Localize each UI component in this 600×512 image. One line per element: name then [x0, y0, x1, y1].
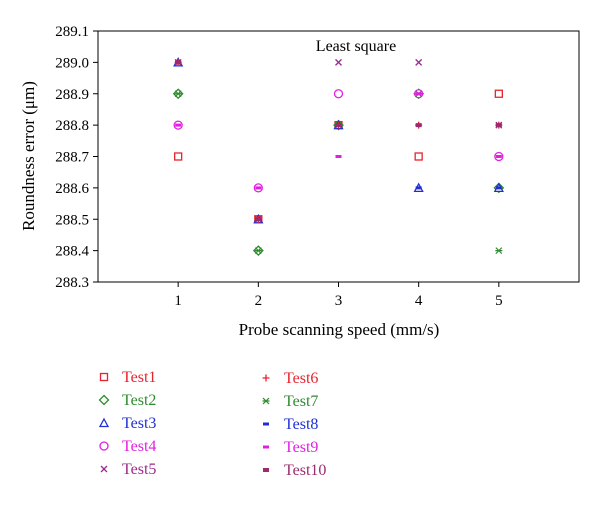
data-point: [335, 155, 342, 158]
data-point: [495, 123, 502, 128]
data-point: [415, 123, 422, 128]
legend-marker: [262, 397, 270, 405]
data-point: [255, 217, 262, 222]
series-test10: [175, 60, 502, 222]
data-point: [335, 58, 342, 66]
data-point: [333, 89, 344, 99]
legend-label: Test2: [122, 392, 156, 409]
y-tick-label: 288.3: [55, 275, 89, 291]
series-test7: [174, 90, 503, 255]
legend-item-test10: Test10: [263, 462, 326, 479]
y-tick-label: 288.6: [55, 181, 89, 197]
legend-item-test6: Test6: [262, 370, 318, 387]
legend: Test1 Test2 Test3 Test4 Test5 Test6 Test7 Test8…: [98, 369, 326, 479]
series-test9: [175, 92, 502, 190]
y-tick-label: 289.1: [55, 24, 89, 40]
y-tick-label: 288.5: [55, 212, 89, 228]
series-test6: [174, 58, 503, 223]
data-point: [495, 155, 502, 158]
y-axis-label: Roundness error (μm): [19, 81, 38, 231]
data-point: [335, 123, 342, 128]
data-point: [415, 58, 423, 66]
legend-label: Test5: [122, 461, 156, 478]
legend-marker: [99, 441, 109, 451]
legend-marker: [98, 417, 110, 428]
series-test3: [173, 56, 504, 224]
y-tick-label: 289.0: [55, 55, 89, 71]
legend-item-test7: Test7: [262, 393, 318, 410]
series-test2: [172, 88, 505, 257]
legend-item-test3: Test3: [98, 415, 156, 432]
data-point: [174, 90, 182, 98]
x-tick-label: 3: [335, 293, 343, 309]
data-point: [415, 186, 422, 190]
data-point: [255, 186, 262, 190]
y-tick-label: 288.9: [55, 87, 89, 103]
x-tick-label: 1: [174, 293, 182, 309]
legend-item-test4: Test4: [99, 438, 156, 455]
data-point: [174, 152, 183, 161]
legend-label: Test9: [284, 439, 318, 456]
y-tick-label: 288.4: [55, 244, 89, 260]
data-point: [414, 152, 423, 161]
legend-label: Test8: [284, 416, 318, 433]
data-point: [175, 123, 182, 127]
y-tick-label: 288.7: [55, 150, 89, 166]
legend-item-test9: Test9: [263, 439, 318, 456]
legend-item-test1: Test1: [99, 369, 156, 386]
data-point: [495, 186, 502, 190]
series-test4: [173, 89, 504, 193]
legend-marker: [263, 422, 269, 426]
chart-title: Least square: [316, 38, 396, 55]
legend-label: Test4: [122, 438, 156, 455]
data-points: [172, 56, 505, 257]
data-point: [495, 247, 503, 255]
legend-marker: [263, 445, 269, 449]
legend-label: Test3: [122, 415, 156, 432]
y-tick-label: 288.8: [55, 118, 89, 134]
legend-item-test5: Test5: [100, 461, 156, 478]
legend-item-test8: Test8: [263, 416, 318, 433]
x-axis-label: Probe scanning speed (mm/s): [239, 320, 440, 339]
data-point: [254, 247, 262, 255]
legend-label: Test6: [284, 370, 318, 387]
legend-marker: [100, 465, 108, 473]
legend-marker: [99, 372, 109, 382]
legend-marker: [262, 374, 270, 382]
legend-label: Test10: [284, 462, 326, 479]
x-tick-label: 2: [255, 293, 263, 309]
legend-label: Test7: [284, 393, 318, 410]
series-test5: [174, 58, 503, 223]
x-tick-label: 4: [415, 293, 423, 309]
legend-item-test2: Test2: [98, 392, 156, 409]
data-point: [175, 60, 182, 65]
legend-label: Test1: [122, 369, 156, 386]
x-tick-label: 5: [495, 293, 503, 309]
y-axis: 288.3 288.4 288.5 288.6 288.7 288.8 288.9 289.0…: [55, 24, 98, 291]
data-point: [415, 92, 422, 96]
data-point: [494, 89, 503, 98]
legend-marker: [98, 394, 110, 406]
x-axis: 1 2 3 4 5: [174, 282, 503, 309]
legend-marker: [263, 468, 269, 472]
series-test8: [175, 60, 502, 221]
